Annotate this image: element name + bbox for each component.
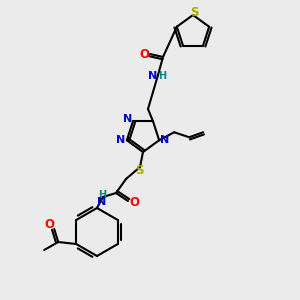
Text: N: N: [98, 197, 106, 207]
Text: S: S: [190, 5, 198, 19]
Text: N: N: [148, 71, 158, 81]
Text: N: N: [160, 135, 169, 145]
Text: S: S: [135, 164, 143, 176]
Text: O: O: [44, 218, 54, 230]
Text: N: N: [116, 135, 125, 145]
Text: H: H: [158, 71, 166, 81]
Text: O: O: [129, 196, 139, 208]
Text: N: N: [123, 114, 133, 124]
Text: O: O: [139, 47, 149, 61]
Text: H: H: [98, 190, 106, 200]
